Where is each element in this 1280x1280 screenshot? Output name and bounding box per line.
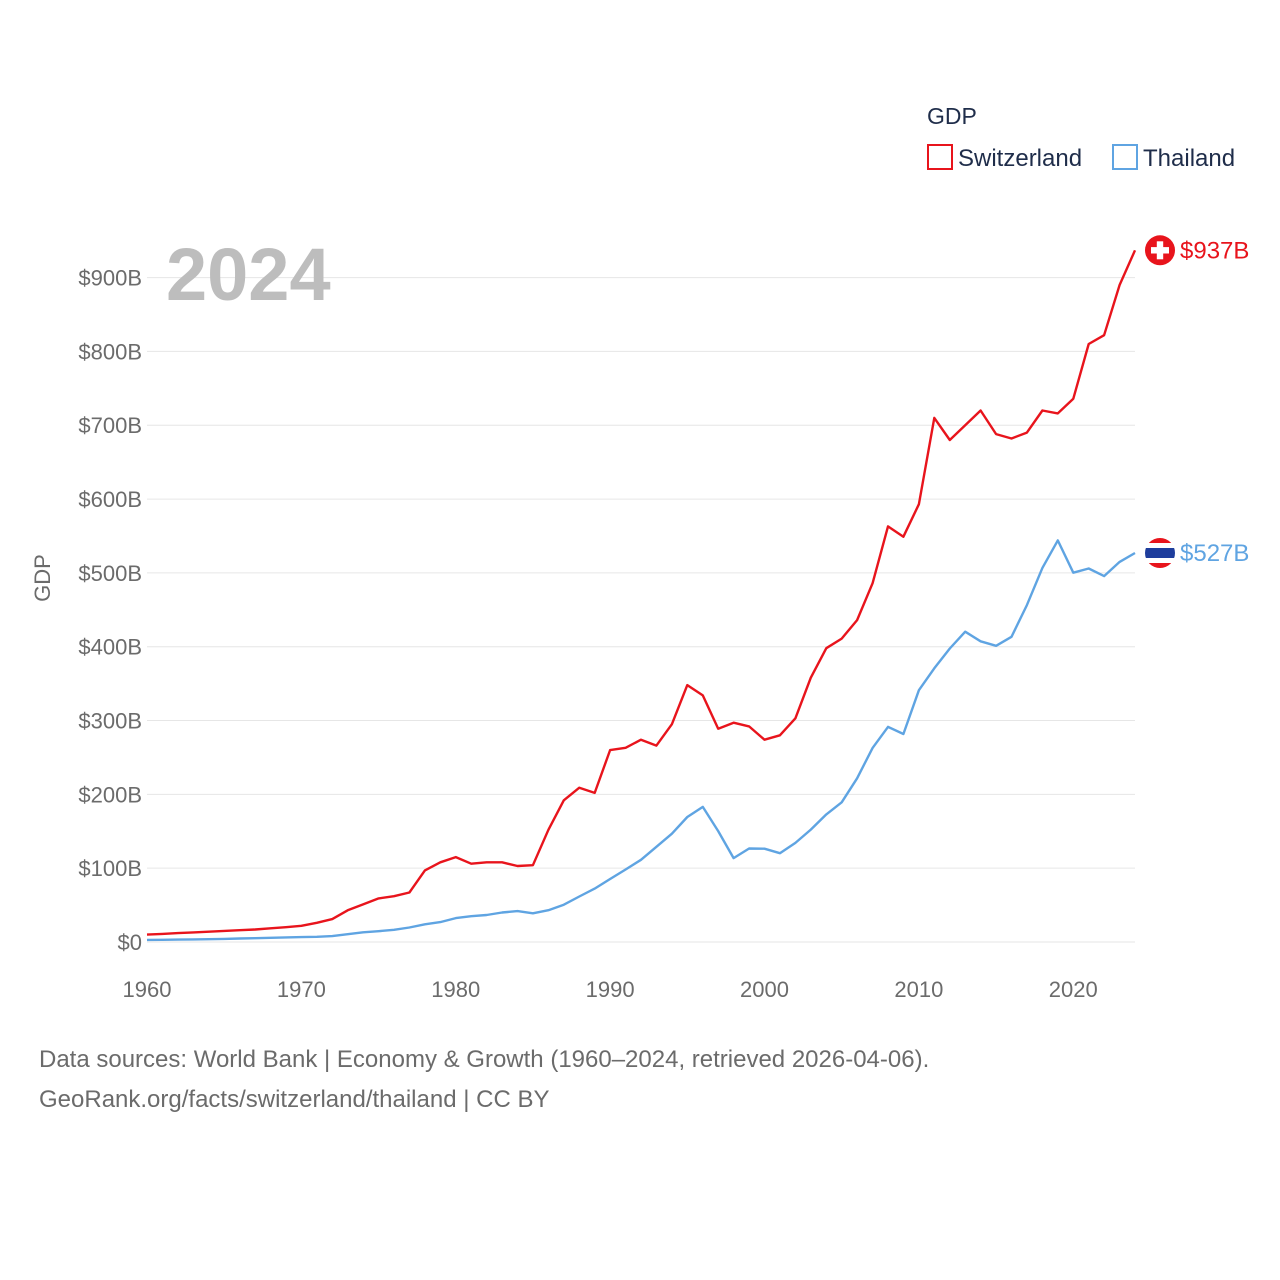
legend-label-switzerland: Switzerland	[958, 145, 1082, 172]
year-overlay: 2024	[166, 233, 331, 316]
y-tick-label: $200B	[78, 782, 142, 807]
y-tick-label: $900B	[78, 266, 142, 291]
legend-item-thailand[interactable]: Thailand	[1112, 144, 1235, 172]
y-tick-label: $600B	[78, 487, 142, 512]
legend-swatch-thailand	[1112, 144, 1138, 170]
x-axis-ticks: 1960 1970 1980 1990 2000 2010 2020	[123, 977, 1098, 1002]
series-lines	[146, 249, 1137, 942]
y-tick-label: $700B	[78, 413, 142, 438]
y-tick-label: $500B	[78, 561, 142, 586]
end-value-label-switzerland: $937B	[1180, 237, 1249, 264]
x-tick-label: 2000	[740, 977, 789, 1002]
x-tick-label: 1960	[123, 977, 172, 1002]
legend-swatch-switzerland	[927, 144, 953, 170]
footer: Data sources: World Bank | Economy & Gro…	[39, 1040, 929, 1120]
series-line-switzerland[interactable]	[146, 249, 1137, 936]
x-tick-label: 1980	[431, 977, 480, 1002]
legend: GDP Switzerland Thailand	[927, 103, 1235, 172]
y-tick-label: $100B	[78, 856, 142, 881]
gdp-line-chart: $0 $100B $200B $300B $400B $500B $600B $700B $80…	[30, 103, 1249, 1002]
y-tick-label: $0	[118, 930, 142, 955]
legend-title: GDP	[927, 103, 977, 129]
x-tick-label: 2020	[1049, 977, 1098, 1002]
x-tick-label: 1990	[586, 977, 635, 1002]
y-tick-label: $300B	[78, 709, 142, 734]
thailand-flag-icon	[1145, 538, 1175, 568]
gridlines	[147, 277, 1135, 943]
y-axis-label: GDP	[30, 554, 55, 602]
y-axis-ticks: $0 $100B $200B $300B $400B $500B $600B $700B $80…	[78, 266, 142, 955]
end-value-label-thailand: $527B	[1180, 540, 1249, 567]
series-line-thailand[interactable]	[146, 539, 1136, 942]
legend-label-thailand: Thailand	[1143, 145, 1235, 172]
footer-attribution: GeoRank.org/facts/switzerland/thailand |…	[39, 1086, 550, 1113]
y-tick-label: $800B	[78, 339, 142, 364]
y-tick-label: $400B	[78, 635, 142, 660]
x-tick-label: 1970	[277, 977, 326, 1002]
switzerland-flag-icon	[1145, 235, 1175, 266]
x-tick-label: 2010	[894, 977, 943, 1002]
footer-sources: Data sources: World Bank | Economy & Gro…	[39, 1046, 930, 1073]
legend-item-switzerland[interactable]: Switzerland	[927, 144, 1082, 172]
